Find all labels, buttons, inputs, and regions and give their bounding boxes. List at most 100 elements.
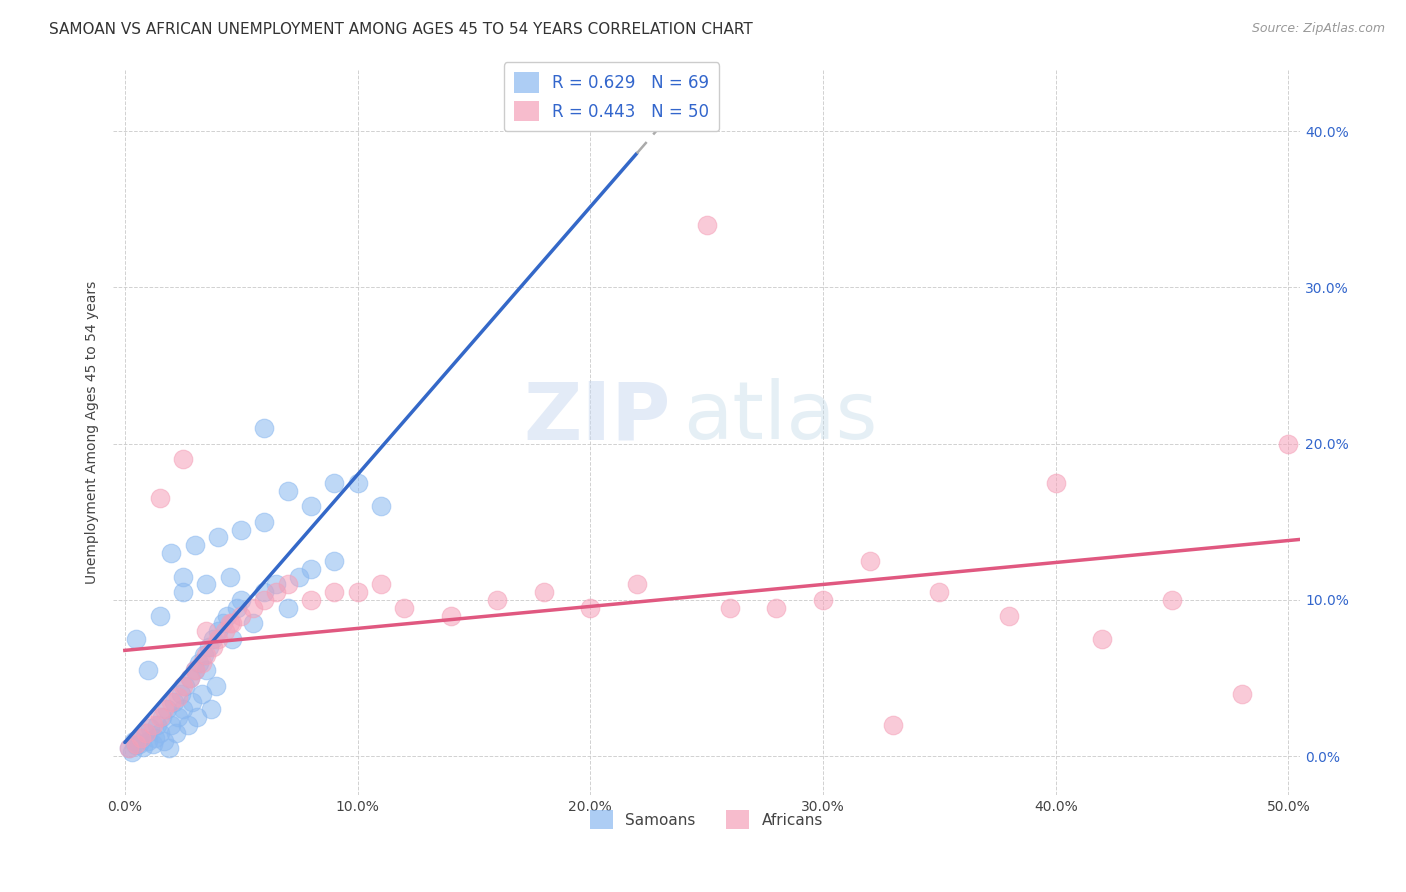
- Point: [149, 491, 172, 506]
- Point: [179, 671, 201, 685]
- Point: [858, 554, 880, 568]
- Point: [277, 600, 299, 615]
- Point: [323, 475, 346, 490]
- Point: [167, 690, 190, 704]
- Point: [486, 593, 509, 607]
- Point: [225, 600, 247, 615]
- Point: [1230, 687, 1253, 701]
- Point: [153, 733, 176, 747]
- Point: [765, 600, 787, 615]
- Text: SAMOAN VS AFRICAN UNEMPLOYMENT AMONG AGES 45 TO 54 YEARS CORRELATION CHART: SAMOAN VS AFRICAN UNEMPLOYMENT AMONG AGE…: [49, 22, 754, 37]
- Point: [129, 731, 152, 745]
- Point: [370, 499, 392, 513]
- Point: [183, 664, 205, 678]
- Point: [1045, 475, 1067, 490]
- Point: [696, 218, 718, 232]
- Point: [217, 608, 239, 623]
- Point: [882, 718, 904, 732]
- Point: [167, 710, 190, 724]
- Point: [149, 608, 172, 623]
- Point: [392, 600, 415, 615]
- Point: [193, 648, 215, 662]
- Point: [172, 569, 194, 583]
- Point: [231, 608, 253, 623]
- Point: [207, 531, 229, 545]
- Point: [139, 721, 162, 735]
- Point: [242, 616, 264, 631]
- Point: [718, 600, 741, 615]
- Point: [128, 737, 150, 751]
- Point: [132, 739, 155, 754]
- Point: [118, 741, 141, 756]
- Point: [142, 737, 165, 751]
- Point: [253, 593, 276, 607]
- Point: [129, 731, 152, 745]
- Point: [202, 640, 225, 654]
- Point: [211, 616, 233, 631]
- Point: [264, 577, 287, 591]
- Point: [323, 554, 346, 568]
- Point: [188, 656, 211, 670]
- Point: [579, 600, 602, 615]
- Point: [253, 421, 276, 435]
- Point: [170, 687, 193, 701]
- Point: [150, 710, 173, 724]
- Point: [299, 593, 322, 607]
- Point: [1161, 593, 1184, 607]
- Point: [231, 593, 253, 607]
- Point: [299, 499, 322, 513]
- Point: [183, 664, 205, 678]
- Point: [160, 718, 183, 732]
- Point: [125, 737, 148, 751]
- Point: [176, 718, 198, 732]
- Point: [346, 475, 368, 490]
- Point: [172, 679, 194, 693]
- Point: [346, 585, 368, 599]
- Point: [143, 731, 166, 745]
- Point: [253, 585, 276, 599]
- Point: [207, 632, 229, 646]
- Point: [157, 741, 180, 756]
- Point: [277, 577, 299, 591]
- Point: [242, 600, 264, 615]
- Point: [172, 452, 194, 467]
- Point: [135, 726, 157, 740]
- Point: [195, 577, 218, 591]
- Point: [195, 664, 218, 678]
- Point: [218, 569, 240, 583]
- Point: [288, 569, 311, 583]
- Point: [214, 624, 236, 639]
- Point: [149, 710, 172, 724]
- Point: [160, 695, 183, 709]
- Point: [195, 624, 218, 639]
- Point: [125, 632, 148, 646]
- Point: [146, 718, 169, 732]
- Y-axis label: Unemployment Among Ages 45 to 54 years: Unemployment Among Ages 45 to 54 years: [86, 280, 100, 583]
- Point: [165, 726, 187, 740]
- Point: [153, 702, 176, 716]
- Point: [121, 745, 143, 759]
- Point: [626, 577, 648, 591]
- Text: Source: ZipAtlas.com: Source: ZipAtlas.com: [1251, 22, 1385, 36]
- Point: [163, 695, 186, 709]
- Point: [253, 515, 276, 529]
- Point: [195, 648, 218, 662]
- Point: [221, 632, 243, 646]
- Text: atlas: atlas: [683, 378, 877, 457]
- Point: [264, 585, 287, 599]
- Point: [135, 726, 157, 740]
- Point: [190, 687, 212, 701]
- Point: [197, 640, 219, 654]
- Point: [183, 538, 205, 552]
- Point: [323, 585, 346, 599]
- Point: [125, 739, 148, 753]
- Point: [998, 608, 1021, 623]
- Point: [172, 585, 194, 599]
- Point: [1091, 632, 1114, 646]
- Point: [533, 585, 555, 599]
- Point: [190, 656, 212, 670]
- Point: [156, 702, 179, 716]
- Point: [118, 741, 141, 756]
- Point: [149, 726, 172, 740]
- Text: ZIP: ZIP: [524, 378, 671, 457]
